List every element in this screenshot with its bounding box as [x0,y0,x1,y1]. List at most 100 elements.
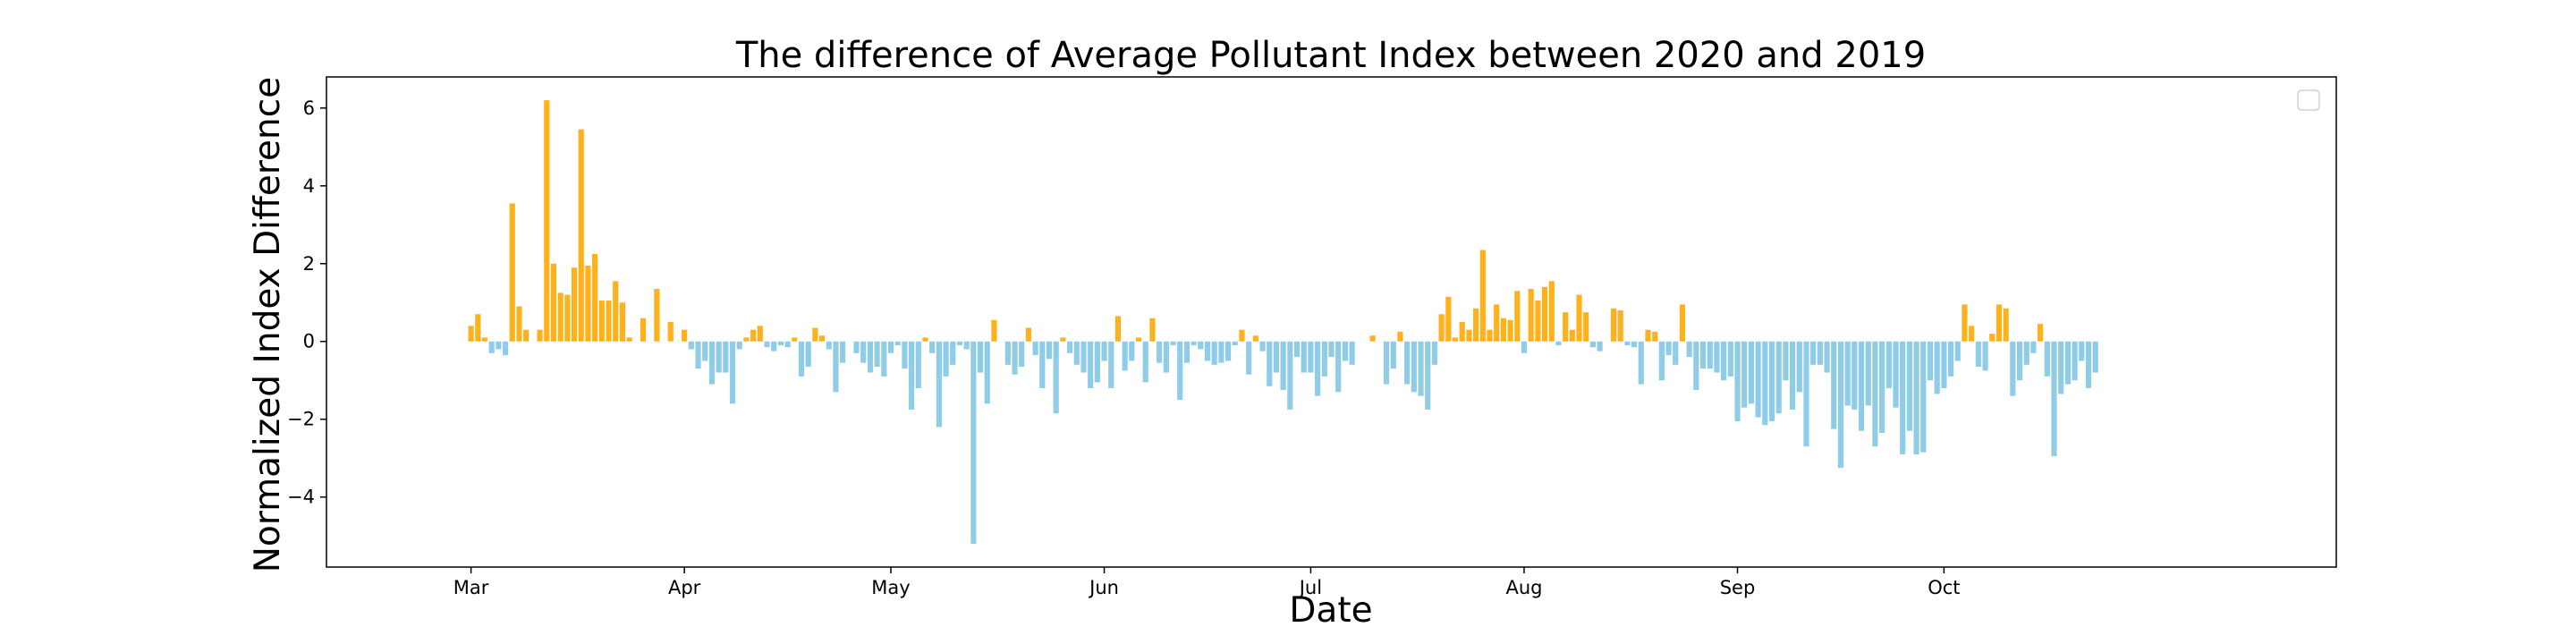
bar [1652,331,1658,342]
bar [764,341,770,348]
bar [1383,341,1390,385]
bar [1342,341,1348,361]
bar [2044,341,2050,377]
bar [640,318,647,342]
bar [1934,341,1940,394]
bar [550,263,557,342]
bar [2092,341,2098,373]
bar [1301,341,1307,373]
plot-frame [326,76,2337,568]
bar [936,341,942,428]
bar [1721,341,1727,381]
bar [2064,341,2071,385]
bar [1321,341,1327,377]
bar [1500,318,1506,342]
bar [516,306,522,342]
bar [1273,341,1280,373]
bar [606,301,612,342]
bar [1438,314,1445,342]
bar [1004,341,1011,365]
bar [585,265,591,342]
bar [1252,335,1258,342]
bar [1658,341,1665,381]
bar [963,341,970,350]
bar [798,341,805,377]
x-tick-label: Jul [1298,577,1322,598]
y-tick-label: −2 [287,409,315,430]
bar [1308,341,1314,373]
bar [977,341,984,373]
bar [1768,341,1775,421]
x-tick-label: May [871,577,910,598]
bar [1459,322,1465,342]
bar [1177,341,1183,400]
bar [2030,341,2037,353]
bar [1224,341,1232,361]
bar [1211,341,1217,365]
bar [1507,319,1513,342]
bar [1727,341,1733,377]
bar [1844,341,1851,406]
bar [1906,341,1912,431]
bar [1969,326,1975,342]
bar [682,329,688,342]
bar [1293,341,1301,358]
bar [1404,341,1411,385]
bar [1775,341,1782,414]
bar [757,326,763,342]
bar [1852,341,1858,410]
bar [475,314,481,342]
bar [1390,341,1396,369]
bar [654,289,660,342]
bar [1183,341,1190,363]
bar [1714,341,1720,373]
bar [1218,341,1224,363]
bar [1073,341,1080,365]
bar [1528,289,1534,342]
y-tick-label: 2 [303,253,315,275]
bar [812,327,818,342]
bar [1157,341,1163,363]
bar [1067,341,1073,353]
y-tick-label: 6 [303,97,315,119]
bar [1796,341,1802,393]
bar [1521,341,1528,353]
bar [1494,304,1500,342]
bar [1418,341,1424,396]
bar [1790,341,1796,410]
bar [1638,341,1644,385]
bar [1060,337,1066,342]
bar [970,341,977,544]
bar [874,341,880,368]
bar [557,292,564,342]
bar [881,341,887,377]
bar [702,341,708,361]
bar [1535,301,1541,342]
bar [736,341,742,350]
bar [750,329,757,342]
bar [1122,341,1128,371]
bar [1369,335,1376,342]
bar [1563,312,1569,342]
bar [1583,312,1589,342]
bar [598,301,605,342]
bar-series [468,100,2098,544]
bar [1239,329,1245,342]
bar [1466,329,1472,342]
y-tick-label: 4 [303,175,315,197]
bar [792,337,798,342]
bar [1094,341,1100,383]
bar [1741,341,1748,408]
bar [991,319,997,342]
y-tick-label: 0 [303,331,315,352]
legend-box [2297,89,2320,111]
bar [984,341,990,404]
bar [1315,341,1321,396]
bar [716,341,722,373]
bar [909,341,915,410]
x-tick-label: Jun [1088,577,1119,598]
bar [613,281,619,342]
bar [564,294,571,342]
bar [1328,341,1335,358]
bar [1080,341,1087,373]
